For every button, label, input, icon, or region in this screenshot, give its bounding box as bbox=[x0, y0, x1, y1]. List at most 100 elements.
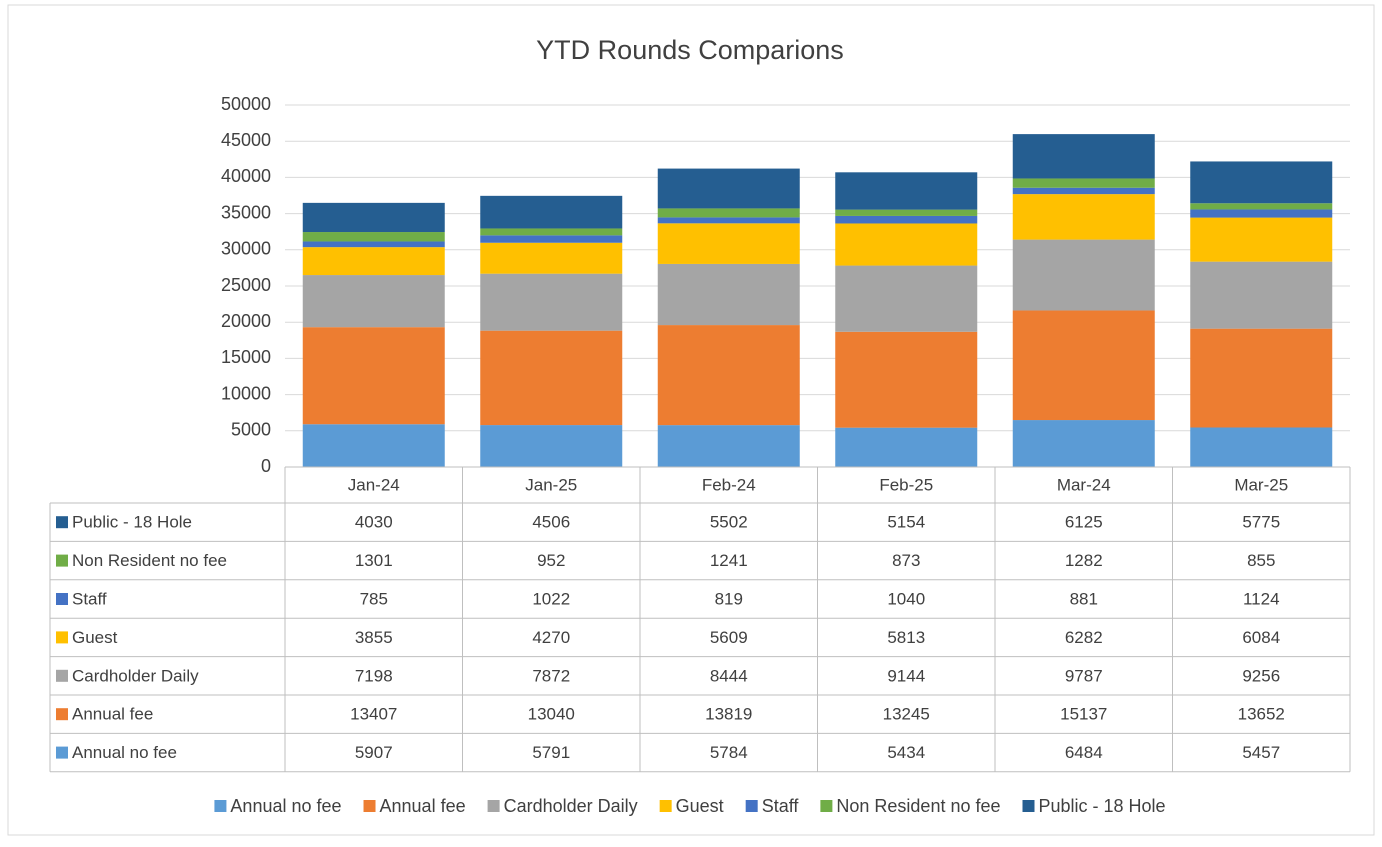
table-row-label: Non Resident no fee bbox=[72, 551, 227, 570]
legend-key bbox=[745, 800, 758, 812]
table-row-label: Public - 18 Hole bbox=[72, 513, 192, 532]
bar-segment bbox=[302, 202, 445, 233]
bar-segment bbox=[835, 265, 978, 332]
bar-segment bbox=[302, 424, 445, 467]
y-tick-label: 0 bbox=[261, 456, 271, 476]
table-cell: 855 bbox=[1247, 551, 1275, 570]
bar-segment bbox=[1012, 420, 1155, 467]
table-cell: 1022 bbox=[532, 589, 570, 608]
bar-segment bbox=[657, 168, 800, 209]
legend-key bbox=[487, 800, 500, 812]
bar-segment bbox=[480, 235, 623, 243]
bar-segment bbox=[835, 215, 978, 224]
bar-segment bbox=[1012, 239, 1155, 311]
table-cell: 5791 bbox=[532, 743, 570, 762]
table-cell: 1301 bbox=[355, 551, 393, 570]
table-legend-key bbox=[56, 516, 68, 529]
bar-segment bbox=[835, 172, 978, 210]
y-tick-label: 15000 bbox=[221, 347, 271, 367]
legend-key bbox=[1022, 800, 1035, 812]
table-cell: 1124 bbox=[1243, 589, 1280, 608]
bar-segment bbox=[1012, 187, 1155, 195]
y-tick-label: 45000 bbox=[221, 130, 271, 150]
bar-segment bbox=[657, 223, 800, 264]
table-legend-key bbox=[56, 708, 68, 721]
table-row-label: Staff bbox=[72, 589, 107, 608]
bar-segment bbox=[1012, 310, 1155, 421]
x-tick-label: Jan-24 bbox=[348, 475, 400, 494]
bar-segment bbox=[1190, 203, 1333, 210]
table-cell: 13245 bbox=[883, 705, 930, 724]
bar-segment bbox=[1190, 217, 1333, 262]
bar-segment bbox=[835, 209, 978, 216]
y-tick-label: 30000 bbox=[221, 239, 271, 259]
bar-segment bbox=[835, 427, 978, 467]
table-cell: 5907 bbox=[355, 743, 393, 762]
table-cell: 9144 bbox=[887, 666, 925, 685]
table-row-label: Annual fee bbox=[72, 705, 153, 724]
table-cell: 785 bbox=[360, 589, 388, 608]
bar-segment bbox=[1190, 209, 1333, 218]
table-cell: 6084 bbox=[1242, 628, 1280, 647]
table-cell: 5775 bbox=[1242, 513, 1280, 532]
table-cell: 13652 bbox=[1238, 705, 1285, 724]
table-cell: 5154 bbox=[887, 513, 925, 532]
bar-segment bbox=[302, 247, 445, 276]
bar-segment bbox=[480, 273, 623, 331]
y-tick-label: 35000 bbox=[221, 202, 271, 222]
table-cell: 5434 bbox=[887, 743, 925, 762]
table-cell: 13819 bbox=[705, 705, 752, 724]
table-cell: 7872 bbox=[532, 666, 570, 685]
table-cell: 6282 bbox=[1065, 628, 1103, 647]
table-legend-key bbox=[56, 593, 68, 605]
legend-label: Staff bbox=[762, 796, 800, 816]
bar-segment bbox=[1012, 178, 1155, 188]
table-legend-key bbox=[56, 631, 68, 644]
bar-segment bbox=[1190, 328, 1333, 428]
bar-segment bbox=[302, 232, 445, 242]
table-cell: 8444 bbox=[710, 666, 748, 685]
table-cell: 952 bbox=[537, 551, 565, 570]
table-cell: 1040 bbox=[887, 589, 925, 608]
chart-title: YTD Rounds Comparions bbox=[536, 35, 844, 65]
table-cell: 15137 bbox=[1060, 705, 1107, 724]
table-cell: 3855 bbox=[355, 628, 393, 647]
x-tick-label: Feb-25 bbox=[879, 475, 933, 494]
y-tick-label: 20000 bbox=[221, 311, 271, 331]
table-row-label: Guest bbox=[72, 628, 118, 647]
table-cell: 5609 bbox=[710, 628, 748, 647]
bar-segment bbox=[1190, 427, 1333, 467]
y-tick-label: 10000 bbox=[221, 383, 271, 403]
bar-segment bbox=[1012, 194, 1155, 240]
bar-segment bbox=[657, 263, 800, 326]
legend-label: Cardholder Daily bbox=[504, 796, 638, 816]
table-cell: 9256 bbox=[1242, 666, 1280, 685]
legend-label: Public - 18 Hole bbox=[1039, 796, 1166, 816]
legend-label: Non Resident no fee bbox=[836, 796, 1000, 816]
table-legend-key bbox=[56, 746, 68, 759]
x-tick-label: Jan-25 bbox=[525, 475, 577, 494]
table-cell: 13407 bbox=[350, 705, 397, 724]
y-tick-label: 40000 bbox=[221, 166, 271, 186]
table-cell: 7198 bbox=[355, 666, 393, 685]
legend-key bbox=[214, 800, 227, 812]
table-row-label: Cardholder Daily bbox=[72, 666, 199, 685]
bar-segment bbox=[1012, 134, 1155, 179]
bar-segment bbox=[480, 195, 623, 229]
bar-segment bbox=[657, 208, 800, 218]
table-cell: 13040 bbox=[528, 705, 575, 724]
bar-segment bbox=[480, 330, 623, 426]
x-tick-label: Mar-25 bbox=[1234, 475, 1288, 494]
table-cell: 9787 bbox=[1065, 666, 1103, 685]
legend-key bbox=[363, 800, 376, 812]
table-cell: 5813 bbox=[887, 628, 925, 647]
table-cell: 4270 bbox=[532, 628, 570, 647]
table-row-label: Annual no fee bbox=[72, 743, 177, 762]
table-cell: 819 bbox=[715, 589, 743, 608]
table-cell: 881 bbox=[1070, 589, 1098, 608]
bar-segment bbox=[1190, 261, 1333, 329]
legend-label: Annual fee bbox=[380, 796, 466, 816]
table-cell: 4030 bbox=[355, 513, 393, 532]
table-cell: 1241 bbox=[710, 551, 748, 570]
